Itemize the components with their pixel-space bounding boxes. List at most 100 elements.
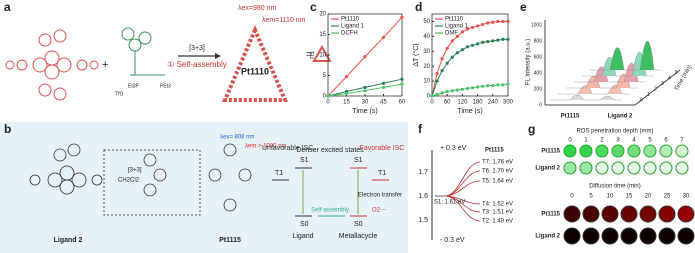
label: 4 [668,75,671,81]
data-point [400,77,404,81]
legend-label: Pt1110 [341,17,360,23]
well [611,144,625,158]
series-line [431,20,508,97]
data-point [435,72,439,76]
panel-letter: c [310,0,317,14]
data-point [496,19,500,24]
label: 5 [675,70,678,76]
data-point [445,89,449,94]
label: λex= 808 nm [220,135,255,141]
well [627,144,641,158]
well [675,161,689,175]
label: ① Self-assembly [167,60,227,69]
data-point [440,91,444,95]
data-point [363,89,367,93]
y-tick-label: 10 [423,79,430,85]
legend-label: Pt1110 [445,17,464,23]
data-point [344,75,349,79]
legend-label: Ligand 1 [445,24,469,30]
panel-letter: d [415,0,422,14]
label: 15 [626,194,633,200]
data-point [381,35,386,39]
data-point [455,88,459,92]
label: 1 [647,92,650,98]
label: CH2Cl2 [118,178,140,184]
y-tick-label: 0 [323,94,327,100]
label: Ligand 2 [608,114,633,120]
spectrum-peak [550,94,622,101]
x-tick-label: 30 [362,100,369,106]
data-point [470,43,475,47]
data-point [450,39,454,43]
y-tick-label: 50 [423,19,430,25]
data-point [445,46,449,50]
y-tick-label: 20 [423,64,430,70]
label: λem > 1000 nm [245,144,287,150]
label: = [306,50,312,61]
label: Diffusion time (min) [589,184,641,190]
data-point [465,86,470,91]
data-point [460,30,464,34]
data-point [430,94,434,98]
label: 1 [584,138,588,144]
data-point [470,25,475,30]
well [627,161,641,175]
label: TfO [115,91,123,97]
e-waterfall [544,20,681,106]
label: Pt1115 [541,212,560,218]
triangle-icon [312,44,332,62]
f-levels [435,161,481,222]
panel-letter: g [528,122,535,136]
label: ROS penetration depth (mm) [576,129,653,135]
data-point [400,15,404,19]
data-point [363,85,367,89]
x-tick-label: 0 [326,100,330,106]
legend-label: DMF [445,31,458,37]
well [677,227,695,245]
label: Ligand 2 [54,237,83,244]
label: 1.5 [418,217,428,224]
box-b [103,149,201,216]
well [643,161,657,175]
label: Ligand 2 [535,166,560,172]
label: 6 [664,138,668,144]
x-tick-label: 45 [380,100,387,106]
label: 4 [632,138,636,144]
well [677,205,695,223]
data-point [400,82,404,86]
data-point [486,21,490,25]
data-point [435,79,439,83]
label: S1 [354,157,363,164]
label: Pt1115 [561,114,580,120]
data-point [476,85,480,89]
label: 1.6 [418,193,428,200]
data-point [381,85,386,89]
well [658,227,676,245]
label: Metallacycle [339,233,378,240]
y-tick-label: 20 [319,12,326,18]
label: 1.7 [418,169,428,176]
well [658,205,676,223]
spectrum-peak [590,40,662,71]
well [620,205,638,223]
label: λex=980 nm [238,5,276,12]
label: 800 [534,38,543,44]
label: - 0.3 eV [440,237,465,244]
label: S1 [300,157,309,164]
label: Denser excited states [296,147,364,154]
data-point [481,40,485,44]
data-point [491,83,495,88]
label: 5 [589,194,593,200]
label: 1000 [531,22,542,28]
well [579,161,593,175]
label: [3+3] [189,45,205,52]
y-tick-label: 40 [423,34,430,40]
data-point [470,86,475,90]
data-point [450,55,454,59]
y-axis-label: ns [309,51,316,59]
label: 0 [539,102,542,108]
plot-frame [327,13,403,97]
label: Pt1115 [541,149,560,155]
well [659,161,673,175]
